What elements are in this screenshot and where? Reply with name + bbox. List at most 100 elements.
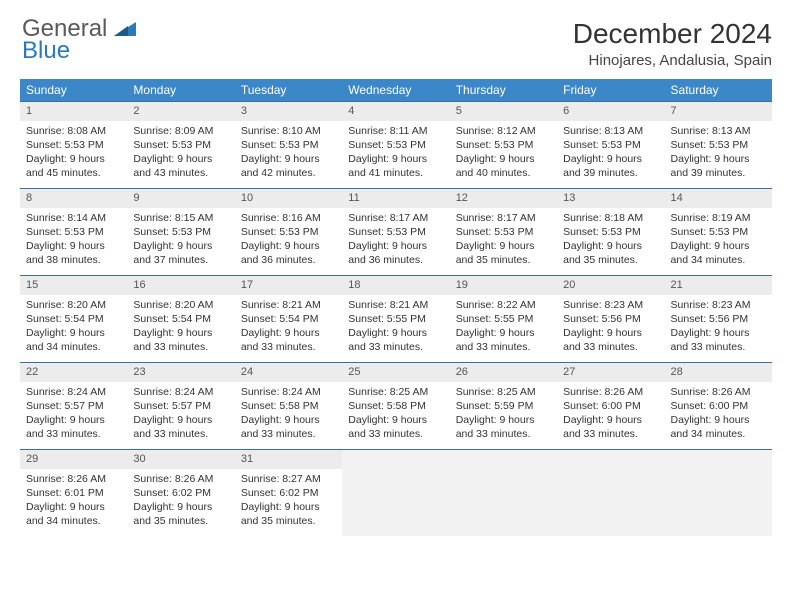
day-cell: 30Sunrise: 8:26 AMSunset: 6:02 PMDayligh… bbox=[127, 450, 234, 536]
sunrise-text: Sunrise: 8:21 AM bbox=[241, 298, 336, 312]
daylight-text: Daylight: 9 hours and 33 minutes. bbox=[456, 326, 551, 354]
daylight-text: Daylight: 9 hours and 34 minutes. bbox=[671, 413, 766, 441]
sunset-text: Sunset: 6:00 PM bbox=[671, 399, 766, 413]
sunset-text: Sunset: 5:54 PM bbox=[241, 312, 336, 326]
sunset-text: Sunset: 5:53 PM bbox=[563, 225, 658, 239]
daylight-text: Daylight: 9 hours and 41 minutes. bbox=[348, 152, 443, 180]
day-body: Sunrise: 8:17 AMSunset: 5:53 PMDaylight:… bbox=[450, 208, 557, 273]
day-body: Sunrise: 8:24 AMSunset: 5:57 PMDaylight:… bbox=[127, 382, 234, 447]
sunset-text: Sunset: 5:57 PM bbox=[133, 399, 228, 413]
day-cell: 10Sunrise: 8:16 AMSunset: 5:53 PMDayligh… bbox=[235, 189, 342, 275]
day-number: 20 bbox=[557, 276, 664, 295]
day-cell: 11Sunrise: 8:17 AMSunset: 5:53 PMDayligh… bbox=[342, 189, 449, 275]
sunrise-text: Sunrise: 8:24 AM bbox=[133, 385, 228, 399]
sunrise-text: Sunrise: 8:26 AM bbox=[563, 385, 658, 399]
daylight-text: Daylight: 9 hours and 37 minutes. bbox=[133, 239, 228, 267]
day-body: Sunrise: 8:21 AMSunset: 5:54 PMDaylight:… bbox=[235, 295, 342, 360]
day-body: Sunrise: 8:21 AMSunset: 5:55 PMDaylight:… bbox=[342, 295, 449, 360]
day-number: 3 bbox=[235, 102, 342, 121]
day-cell: 4Sunrise: 8:11 AMSunset: 5:53 PMDaylight… bbox=[342, 102, 449, 188]
sunset-text: Sunset: 5:53 PM bbox=[671, 225, 766, 239]
weekday-header: Wednesday bbox=[342, 79, 449, 101]
weekday-header: Thursday bbox=[450, 79, 557, 101]
day-number: 8 bbox=[20, 189, 127, 208]
daylight-text: Daylight: 9 hours and 33 minutes. bbox=[26, 413, 121, 441]
weekday-header: Saturday bbox=[665, 79, 772, 101]
week-row: 1Sunrise: 8:08 AMSunset: 5:53 PMDaylight… bbox=[20, 101, 772, 188]
day-cell: 17Sunrise: 8:21 AMSunset: 5:54 PMDayligh… bbox=[235, 276, 342, 362]
day-cell: 31Sunrise: 8:27 AMSunset: 6:02 PMDayligh… bbox=[235, 450, 342, 536]
sunset-text: Sunset: 5:55 PM bbox=[348, 312, 443, 326]
day-body: Sunrise: 8:12 AMSunset: 5:53 PMDaylight:… bbox=[450, 121, 557, 186]
daylight-text: Daylight: 9 hours and 42 minutes. bbox=[241, 152, 336, 180]
day-body: Sunrise: 8:26 AMSunset: 6:01 PMDaylight:… bbox=[20, 469, 127, 534]
sunrise-text: Sunrise: 8:24 AM bbox=[241, 385, 336, 399]
sunset-text: Sunset: 5:56 PM bbox=[671, 312, 766, 326]
daylight-text: Daylight: 9 hours and 38 minutes. bbox=[26, 239, 121, 267]
day-body: Sunrise: 8:23 AMSunset: 5:56 PMDaylight:… bbox=[665, 295, 772, 360]
day-cell: 20Sunrise: 8:23 AMSunset: 5:56 PMDayligh… bbox=[557, 276, 664, 362]
sunset-text: Sunset: 5:53 PM bbox=[456, 138, 551, 152]
weekday-header-row: SundayMondayTuesdayWednesdayThursdayFrid… bbox=[20, 79, 772, 101]
day-cell: 3Sunrise: 8:10 AMSunset: 5:53 PMDaylight… bbox=[235, 102, 342, 188]
daylight-text: Daylight: 9 hours and 36 minutes. bbox=[241, 239, 336, 267]
day-number: 21 bbox=[665, 276, 772, 295]
sunrise-text: Sunrise: 8:17 AM bbox=[456, 211, 551, 225]
sunset-text: Sunset: 5:55 PM bbox=[456, 312, 551, 326]
sunrise-text: Sunrise: 8:26 AM bbox=[133, 472, 228, 486]
sunrise-text: Sunrise: 8:11 AM bbox=[348, 124, 443, 138]
daylight-text: Daylight: 9 hours and 33 minutes. bbox=[456, 413, 551, 441]
sunset-text: Sunset: 5:53 PM bbox=[456, 225, 551, 239]
day-cell: 9Sunrise: 8:15 AMSunset: 5:53 PMDaylight… bbox=[127, 189, 234, 275]
day-number: 12 bbox=[450, 189, 557, 208]
daylight-text: Daylight: 9 hours and 35 minutes. bbox=[133, 500, 228, 528]
daylight-text: Daylight: 9 hours and 33 minutes. bbox=[348, 413, 443, 441]
day-cell: 23Sunrise: 8:24 AMSunset: 5:57 PMDayligh… bbox=[127, 363, 234, 449]
day-number: 24 bbox=[235, 363, 342, 382]
sunrise-text: Sunrise: 8:10 AM bbox=[241, 124, 336, 138]
weeks-container: 1Sunrise: 8:08 AMSunset: 5:53 PMDaylight… bbox=[20, 101, 772, 536]
day-number: 2 bbox=[127, 102, 234, 121]
logo-text: General Blue bbox=[22, 18, 136, 61]
day-number: 17 bbox=[235, 276, 342, 295]
daylight-text: Daylight: 9 hours and 33 minutes. bbox=[133, 326, 228, 354]
day-body: Sunrise: 8:25 AMSunset: 5:58 PMDaylight:… bbox=[342, 382, 449, 447]
day-number: 9 bbox=[127, 189, 234, 208]
day-cell: 14Sunrise: 8:19 AMSunset: 5:53 PMDayligh… bbox=[665, 189, 772, 275]
day-body: Sunrise: 8:20 AMSunset: 5:54 PMDaylight:… bbox=[20, 295, 127, 360]
daylight-text: Daylight: 9 hours and 35 minutes. bbox=[456, 239, 551, 267]
daylight-text: Daylight: 9 hours and 35 minutes. bbox=[563, 239, 658, 267]
weekday-header: Monday bbox=[127, 79, 234, 101]
sunset-text: Sunset: 5:53 PM bbox=[26, 225, 121, 239]
sunrise-text: Sunrise: 8:23 AM bbox=[671, 298, 766, 312]
sunset-text: Sunset: 5:53 PM bbox=[241, 225, 336, 239]
day-cell: 25Sunrise: 8:25 AMSunset: 5:58 PMDayligh… bbox=[342, 363, 449, 449]
day-number: 5 bbox=[450, 102, 557, 121]
day-cell: 21Sunrise: 8:23 AMSunset: 5:56 PMDayligh… bbox=[665, 276, 772, 362]
day-number: 23 bbox=[127, 363, 234, 382]
sunset-text: Sunset: 5:58 PM bbox=[241, 399, 336, 413]
day-number: 18 bbox=[342, 276, 449, 295]
day-number: 27 bbox=[557, 363, 664, 382]
daylight-text: Daylight: 9 hours and 43 minutes. bbox=[133, 152, 228, 180]
sunrise-text: Sunrise: 8:15 AM bbox=[133, 211, 228, 225]
day-number: 14 bbox=[665, 189, 772, 208]
week-row: 22Sunrise: 8:24 AMSunset: 5:57 PMDayligh… bbox=[20, 362, 772, 449]
daylight-text: Daylight: 9 hours and 33 minutes. bbox=[241, 413, 336, 441]
day-number: 22 bbox=[20, 363, 127, 382]
page-header: General Blue December 2024 Hinojares, An… bbox=[20, 18, 772, 69]
sunrise-text: Sunrise: 8:18 AM bbox=[563, 211, 658, 225]
sunset-text: Sunset: 6:02 PM bbox=[241, 486, 336, 500]
sunset-text: Sunset: 5:53 PM bbox=[348, 225, 443, 239]
day-number: 7 bbox=[665, 102, 772, 121]
day-cell-empty bbox=[450, 450, 557, 536]
sunrise-text: Sunrise: 8:26 AM bbox=[671, 385, 766, 399]
day-body: Sunrise: 8:26 AMSunset: 6:02 PMDaylight:… bbox=[127, 469, 234, 534]
day-body: Sunrise: 8:24 AMSunset: 5:57 PMDaylight:… bbox=[20, 382, 127, 447]
day-body: Sunrise: 8:15 AMSunset: 5:53 PMDaylight:… bbox=[127, 208, 234, 273]
sunset-text: Sunset: 5:54 PM bbox=[26, 312, 121, 326]
sunrise-text: Sunrise: 8:23 AM bbox=[563, 298, 658, 312]
day-body: Sunrise: 8:19 AMSunset: 5:53 PMDaylight:… bbox=[665, 208, 772, 273]
day-number: 11 bbox=[342, 189, 449, 208]
sunset-text: Sunset: 5:56 PM bbox=[563, 312, 658, 326]
